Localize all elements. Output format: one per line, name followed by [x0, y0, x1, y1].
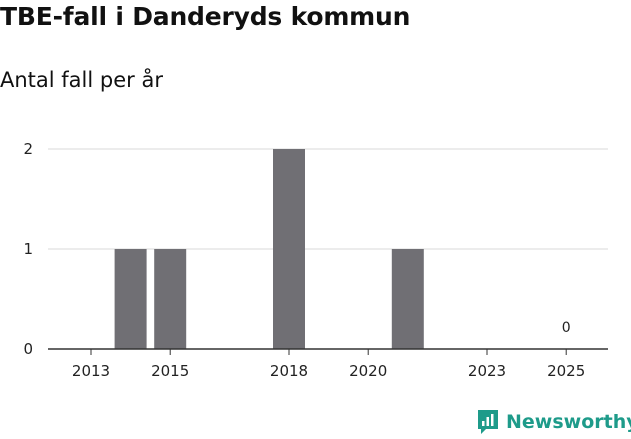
y-tick-label: 1 [23, 240, 33, 258]
data-label: 0 [562, 320, 571, 336]
brand-name: Newsworthy [506, 411, 631, 433]
bar-chart-logo-icon [478, 410, 498, 434]
bar [114, 249, 147, 349]
x-tick-label: 2015 [151, 362, 189, 380]
x-tick-label: 2013 [72, 362, 110, 380]
y-tick-label: 0 [23, 340, 33, 358]
x-tick-label: 2018 [270, 362, 308, 380]
x-tick-label: 2020 [349, 362, 387, 380]
bar [154, 249, 187, 349]
chart-title: TBE-fall i Danderyds kommun [0, 2, 411, 31]
y-tick-label: 2 [23, 140, 33, 158]
x-tick-label: 2023 [468, 362, 506, 380]
brand-logo: Newsworthy [476, 408, 631, 436]
x-tick-label: 2025 [547, 362, 585, 380]
chart-subtitle: Antal fall per år [0, 68, 163, 92]
bar [273, 149, 305, 349]
bar [391, 249, 424, 349]
